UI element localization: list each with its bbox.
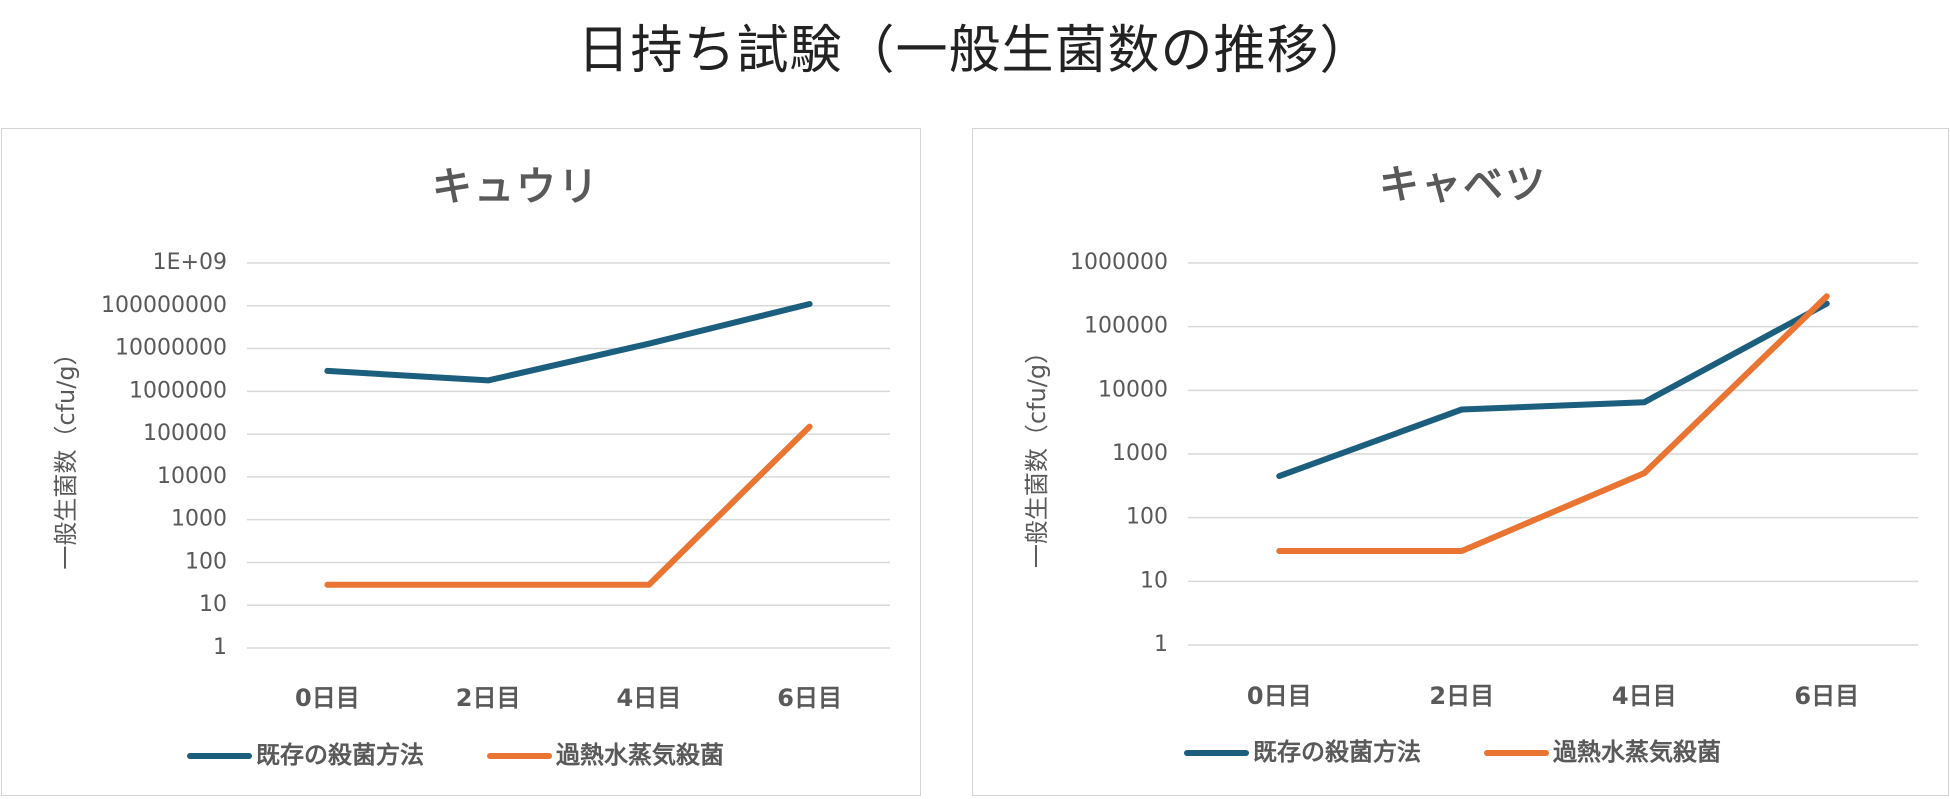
y-tick-label: 1000000: [129, 378, 227, 403]
page-title: 日持ち試験（一般生菌数の推移）: [577, 21, 1373, 81]
series-line-steam: [1276, 293, 1830, 554]
x-tick-label: 4日目: [1612, 682, 1677, 710]
chart-cucumber: キュウリ 1 10 100 1000 10000 100000 1000000 10000000…: [52, 164, 890, 769]
chart-cabbage: キャベツ 1 10 100 1000 10000 100000 1000000 一般生菌数（cf…: [1023, 162, 1918, 766]
y-tick-label: 100: [185, 549, 227, 574]
y-tick-label: 10000: [157, 464, 227, 489]
y-tick-label: 1: [213, 635, 227, 660]
x-tick-label: 2日目: [456, 684, 521, 712]
y-tick-label: 10000000: [115, 336, 227, 361]
y-axis-label: 一般生菌数（cfu/g）: [1023, 340, 1051, 568]
series-line-existing: [1276, 300, 1830, 480]
x-tick-label: 2日目: [1429, 682, 1494, 710]
series-line-steam: [324, 423, 813, 588]
legend-label: 過熱水蒸気殺菌: [556, 741, 724, 769]
x-tick-label: 6日目: [777, 684, 842, 712]
x-tick-label: 0日目: [1247, 682, 1312, 710]
y-tick-label: 10: [1140, 568, 1168, 593]
chart-title: キャベツ: [1379, 162, 1547, 208]
y-tick-label: 100: [1126, 505, 1168, 530]
legend-label: 既存の殺菌方法: [1253, 738, 1421, 766]
y-tick-label: 1000: [171, 507, 227, 532]
x-tick-label: 4日目: [617, 684, 682, 712]
y-tick-label: 100000: [143, 421, 227, 446]
x-tick-label: 6日目: [1794, 682, 1859, 710]
chart-panel-cucumber: キュウリ 1 10 100 1000 10000 100000 1000000 10000000…: [1, 128, 921, 796]
y-tick-label: 1000: [1112, 441, 1168, 466]
chart-title: キュウリ: [432, 164, 600, 210]
legend-label: 過熱水蒸気殺菌: [1553, 738, 1721, 766]
y-tick-label: 100000: [1084, 314, 1168, 339]
chart-panel-cabbage: キャベツ 1 10 100 1000 10000 100000 1000000 一般生菌数（cf…: [972, 128, 1949, 796]
y-tick-label: 10000: [1098, 377, 1168, 402]
y-tick-label: 10: [199, 592, 227, 617]
x-tick-label: 0日目: [295, 684, 360, 712]
series-line-existing: [324, 301, 813, 384]
y-tick-label: 1000000: [1070, 250, 1168, 275]
y-axis-label: 一般生菌数（cfu/g）: [52, 341, 80, 569]
y-tick-label: 100000000: [101, 293, 227, 318]
y-tick-label: 1E+09: [153, 250, 227, 275]
y-tick-label: 1: [1154, 632, 1168, 657]
legend-label: 既存の殺菌方法: [256, 741, 424, 769]
